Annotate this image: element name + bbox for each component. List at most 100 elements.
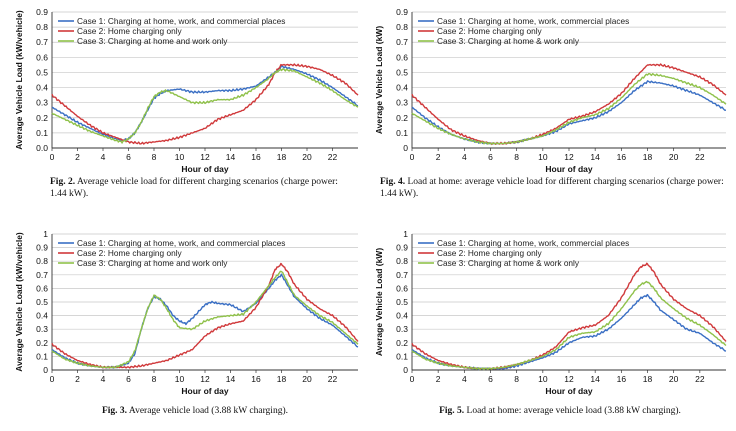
x-tick-label: 6: [126, 152, 131, 162]
y-tick-label: 0.8: [396, 22, 408, 32]
y-tick-label: 0.5: [36, 67, 48, 77]
x-tick-label: 18: [277, 152, 287, 162]
x-tick-label: 4: [101, 152, 106, 162]
legend-label-case-3: Case 3: Charging at home & work only: [437, 36, 580, 46]
figure-5-caption-text: Load at home: average vehicle load (3.88…: [466, 406, 681, 416]
y-tick-label: 0.7: [396, 37, 408, 47]
y-axis-label: Average Vehicle Load (kW/vehicle): [14, 232, 24, 372]
y-tick-label: 0.9: [396, 243, 408, 253]
x-tick-label: 20: [302, 152, 312, 162]
x-tick-label: 10: [175, 152, 185, 162]
x-tick-label: 0: [50, 374, 55, 384]
x-tick-label: 10: [175, 374, 185, 384]
legend-label-case-1: Case 1: Charging at home, work, and comm…: [77, 16, 285, 26]
figure-4-caption-label: Fig. 4.: [380, 177, 406, 187]
y-axis-label: Average Vehicle Load (kW): [374, 26, 384, 134]
figure-2-chart: 0.0 0.1 0.2 0.3 0.4 0.5 0.6 0.7 0.8 0.9 0 2 4 6 8 10 12 1…: [14, 7, 359, 174]
y-tick-label: 0.8: [36, 22, 48, 32]
legend-label-case-3: Case 3: Charging at home and work only: [77, 258, 228, 268]
x-tick-label: 16: [251, 374, 261, 384]
figure-4-panel: 0 0.1 0.2 0.3 0.4 0.5 0.6 0.7 0.8 0.9 0 2 4 6 8 10 12 14 1…: [368, 0, 736, 209]
x-tick-label: 0: [50, 152, 55, 162]
y-tick-label: 0.6: [36, 283, 48, 293]
figure-5-caption: Fig. 5. Load at home: average vehicle lo…: [390, 405, 730, 417]
y-axis-label: Average Vehicle Load (kW): [374, 248, 384, 356]
y-tick-label: 0.4: [396, 311, 408, 321]
y-tick-label: 0.3: [36, 324, 48, 334]
series-line-case-2: [411, 262, 727, 370]
x-tick-label: 0: [410, 152, 415, 162]
x-tick-label: 18: [277, 374, 287, 384]
y-tick-label: 1: [403, 229, 408, 239]
y-tick-label: 0.3: [396, 98, 408, 108]
figure-4-chart: 0 0.1 0.2 0.3 0.4 0.5 0.6 0.7 0.8 0.9 0 2 4 6 8 10 12 14 1…: [374, 7, 727, 174]
x-tick-label: 14: [226, 374, 236, 384]
y-tick-label: 0.8: [396, 256, 408, 266]
legend-label-case-2: Case 2: Home charging only: [77, 248, 183, 258]
x-tick-label: 12: [200, 374, 210, 384]
figure-2-caption-label: Fig. 2.: [50, 177, 76, 187]
y-tick-label: 0.9: [36, 243, 48, 253]
x-tick-label: 18: [643, 152, 653, 162]
y-tick-label: 0.8: [36, 256, 48, 266]
series-line-case-3: [411, 280, 727, 371]
x-tick-label: 18: [643, 374, 653, 384]
figure-2-panel: 0.0 0.1 0.2 0.3 0.4 0.5 0.6 0.7 0.8 0.9 0 2 4 6 8 10 12 1…: [0, 0, 368, 209]
y-tick-label: 0.1: [36, 351, 48, 361]
x-tick-label: 8: [514, 374, 519, 384]
x-tick-label: 14: [590, 152, 600, 162]
y-tick-label: 1: [43, 229, 48, 239]
figure-3-caption-label: Fig. 3.: [101, 406, 128, 416]
legend-label-case-1: Case 1: Charging at home, work, commerci…: [437, 16, 629, 26]
x-tick-label: 22: [695, 374, 705, 384]
y-tick-label: 0.3: [36, 98, 48, 108]
x-axis-label: Hour of day: [545, 164, 592, 174]
x-tick-label: 2: [436, 152, 441, 162]
legend-label-case-2: Case 2: Home charging only: [437, 26, 543, 36]
figure-4-caption-text: Load at home: average vehicle load for d…: [380, 177, 724, 199]
x-tick-label: 6: [488, 374, 493, 384]
y-axis-label: Average Vehicle Load (kW/vehicle): [14, 10, 24, 150]
y-tick-label: 0.9: [36, 7, 48, 17]
x-tick-label: 10: [538, 152, 548, 162]
y-tick-label: 0.5: [36, 297, 48, 307]
y-tick-label: 0.4: [36, 311, 48, 321]
y-tick-label: 0.6: [36, 52, 48, 62]
x-axis-label: Hour of day: [181, 386, 228, 396]
x-tick-label: 10: [538, 374, 548, 384]
x-tick-label: 6: [126, 374, 131, 384]
figure-2-caption: Fig. 2. Average vehicle load for differe…: [50, 176, 355, 200]
series-line-case-3: [411, 72, 727, 145]
y-tick-label: 0.7: [36, 270, 48, 280]
x-tick-label: 20: [669, 152, 679, 162]
x-tick-label: 8: [514, 152, 519, 162]
y-tick-label: 0.7: [396, 270, 408, 280]
x-tick-label: 8: [152, 374, 157, 384]
figure-2-caption-text: Average vehicle load for different charg…: [50, 177, 338, 199]
y-tick-label: 0.7: [36, 37, 48, 47]
y-tick-label: 0.6: [396, 52, 408, 62]
x-tick-label: 4: [101, 374, 106, 384]
y-tick-label: 0.0: [36, 143, 48, 153]
x-tick-label: 22: [328, 374, 338, 384]
figure-3-chart: 00.10.20.30.40.50.60.70.80.910 2 4 6 8 10 12 14…: [14, 229, 359, 396]
y-tick-label: 0.4: [36, 83, 48, 93]
y-tick-label: 0.6: [396, 283, 408, 293]
series-line-case-2: [51, 63, 359, 145]
y-tick-label: 0.2: [36, 338, 48, 348]
legend-label-case-1: Case 1: Charging at home, work, commerci…: [437, 238, 629, 248]
x-tick-label: 2: [75, 374, 80, 384]
legend-label-case-3: Case 3: Charging at home & work only: [437, 258, 580, 268]
y-tick-label: 0: [43, 365, 48, 375]
legend-label-case-1: Case 1: Charging at home, work, and comm…: [77, 238, 285, 248]
x-axis-label: Hour of day: [181, 164, 228, 174]
legend-label-case-3: Case 3: Charging at home and work only: [77, 36, 228, 46]
y-tick-label: 0.4: [396, 83, 408, 93]
x-tick-label: 12: [564, 374, 574, 384]
y-tick-label: 0.1: [36, 128, 48, 138]
x-tick-label: 4: [462, 152, 467, 162]
figure-3-caption-text: Average vehicle load (3.88 kW charging).: [128, 406, 288, 416]
figure-5-chart: 00.10.20.30.40.50.60.70.80.910 2 4 6 8 10 12 14…: [374, 229, 727, 396]
x-tick-label: 20: [669, 374, 679, 384]
y-tick-label: 0.1: [396, 351, 408, 361]
